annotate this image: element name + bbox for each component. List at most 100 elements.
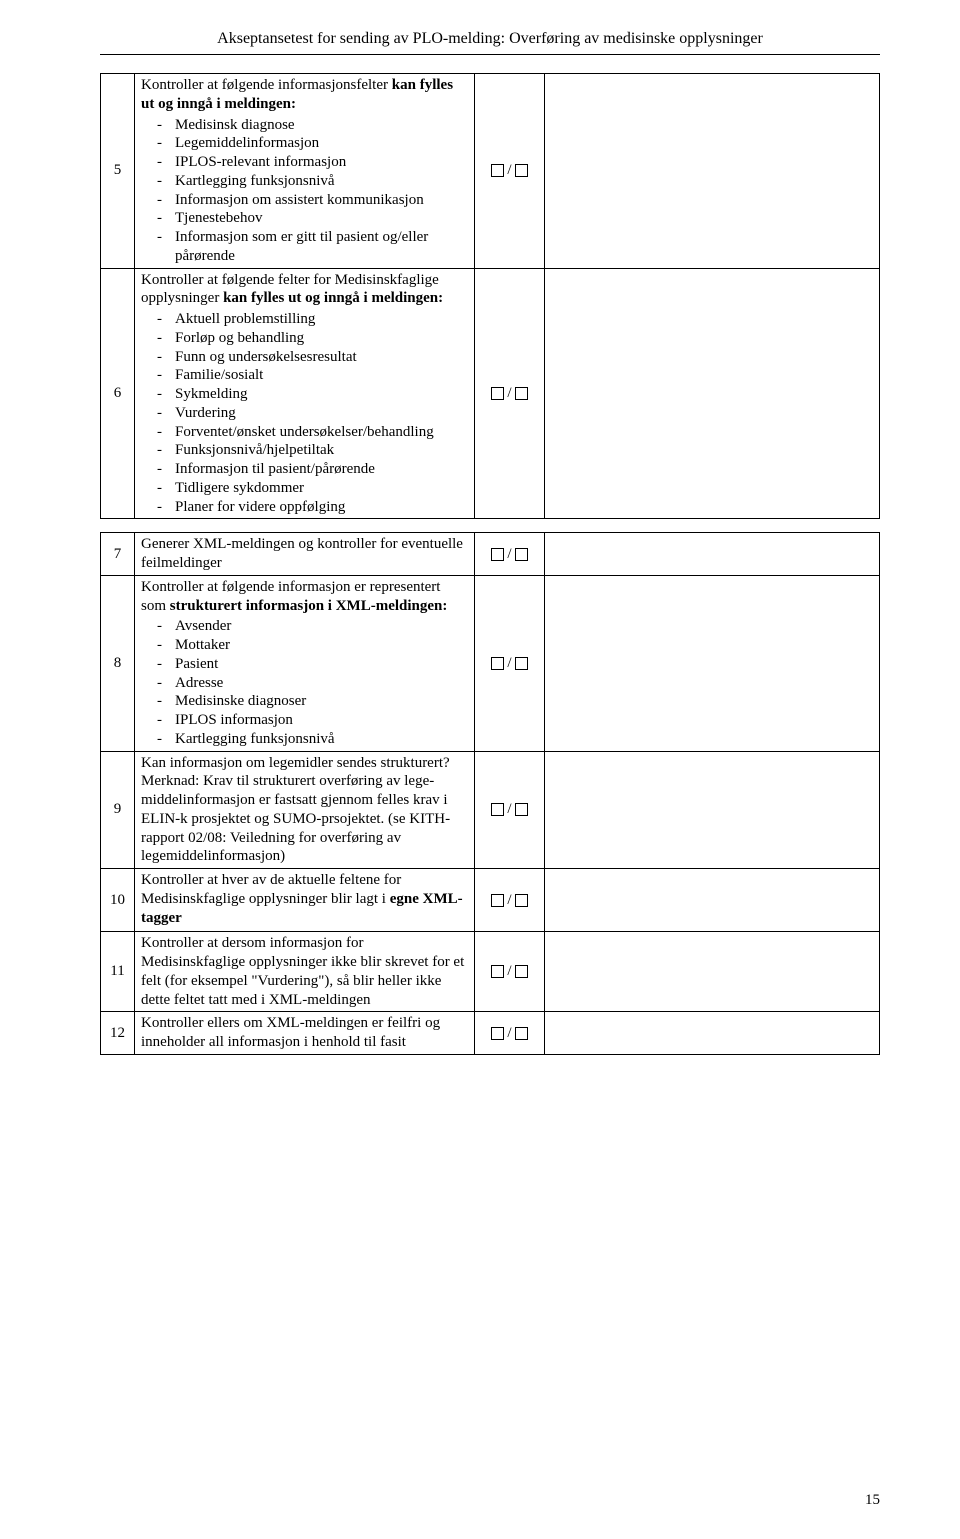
table-row: 11Kontroller at dersom informasjon for M… bbox=[101, 932, 880, 1012]
notes-cell bbox=[545, 932, 880, 1012]
table-row: 5 Kontroller at følgende informasjonsfelt… bbox=[101, 74, 880, 269]
list-item: Informasjon om assistert kommunikasjon bbox=[141, 191, 468, 210]
description-cell: Kontroller at hver av de aktuelle felten… bbox=[135, 869, 475, 932]
list-item: Medisinske diagnoser bbox=[141, 692, 468, 711]
list-item: Tidligere sykdommer bbox=[141, 479, 468, 498]
description-text: Kontroller at dersom informasjon for Med… bbox=[141, 934, 468, 1009]
list-item: Informasjon som er gitt til pasient og/e… bbox=[141, 228, 468, 266]
checkbox-yes[interactable] bbox=[491, 803, 504, 816]
description-cell: Kontroller at følgende felter for Medisi… bbox=[135, 268, 475, 519]
list-item: Adresse bbox=[141, 674, 468, 693]
table-row: 9 Kan informasjon om legemidler sendes st… bbox=[101, 751, 880, 869]
checkbox-no[interactable] bbox=[515, 164, 528, 177]
checkbox-no[interactable] bbox=[515, 1027, 528, 1040]
description-text: Merknad: Krav til strukturert overføring… bbox=[141, 772, 468, 866]
check-cell: / bbox=[475, 1012, 545, 1055]
list-item: Avsender bbox=[141, 617, 468, 636]
checkbox-yes[interactable] bbox=[491, 1027, 504, 1040]
table-row: 8Kontroller at følgende informasjon er r… bbox=[101, 575, 880, 751]
slash: / bbox=[507, 801, 511, 818]
page-header-title: Akseptansetest for sending av PLO-meldin… bbox=[100, 30, 880, 48]
notes-cell bbox=[545, 751, 880, 869]
checkbox-no[interactable] bbox=[515, 894, 528, 907]
notes-cell bbox=[545, 533, 880, 576]
check-cell: / bbox=[475, 533, 545, 576]
checkbox-no[interactable] bbox=[515, 965, 528, 978]
list-item: Funksjonsnivå/hjelpetiltak bbox=[141, 441, 468, 460]
spacer-row bbox=[101, 519, 880, 533]
row-number: 10 bbox=[101, 869, 135, 932]
intro-text: Kontroller at hver av de aktuelle felten… bbox=[141, 872, 401, 907]
row-number: 7 bbox=[101, 533, 135, 576]
item-list: Aktuell problemstillingForløp og behandl… bbox=[141, 310, 468, 516]
row-number: 12 bbox=[101, 1012, 135, 1055]
list-item: Aktuell problemstilling bbox=[141, 310, 468, 329]
checkbox-yes[interactable] bbox=[491, 387, 504, 400]
table-row: 10Kontroller at hver av de aktuelle felt… bbox=[101, 869, 880, 932]
list-item: Kartlegging funksjonsnivå bbox=[141, 172, 468, 191]
list-item: IPLOS informasjon bbox=[141, 711, 468, 730]
list-item: Funn og undersøkelsesresultat bbox=[141, 348, 468, 367]
row-number: 8 bbox=[101, 575, 135, 751]
list-item: Sykmelding bbox=[141, 385, 468, 404]
checkbox-yes[interactable] bbox=[491, 657, 504, 670]
slash: / bbox=[507, 546, 511, 563]
list-item: Legemiddelinformasjon bbox=[141, 134, 468, 153]
list-item: Vurdering bbox=[141, 404, 468, 423]
check-cell: / bbox=[475, 74, 545, 269]
slash: / bbox=[507, 162, 511, 179]
checkbox-no[interactable] bbox=[515, 548, 528, 561]
description-cell: Kontroller ellers om XML-meldingen er fe… bbox=[135, 1012, 475, 1055]
description-text: Kontroller ellers om XML-meldingen er fe… bbox=[141, 1014, 468, 1052]
list-item: Informasjon til pasient/pårørende bbox=[141, 460, 468, 479]
description-intro: Kontroller at følgende informasjonsfelte… bbox=[141, 76, 468, 114]
list-item: Kartlegging funksjonsnivå bbox=[141, 730, 468, 749]
notes-cell bbox=[545, 869, 880, 932]
checkbox-yes[interactable] bbox=[491, 965, 504, 978]
slash: / bbox=[507, 963, 511, 980]
intro-bold-text: kan fylles ut og inngå i meldingen: bbox=[223, 290, 443, 306]
check-cell: / bbox=[475, 932, 545, 1012]
item-list: Medisinsk diagnoseLegemiddelinformasjon I… bbox=[141, 116, 468, 266]
slash: / bbox=[507, 655, 511, 672]
description-intro: Kontroller at følgende informasjon er re… bbox=[141, 578, 468, 616]
notes-cell bbox=[545, 575, 880, 751]
check-cell: / bbox=[475, 751, 545, 869]
page: Akseptansetest for sending av PLO-meldin… bbox=[0, 0, 960, 1539]
description-cell: Kontroller at dersom informasjon for Med… bbox=[135, 932, 475, 1012]
notes-cell bbox=[545, 1012, 880, 1055]
table-row: 12Kontroller ellers om XML-meldingen er … bbox=[101, 1012, 880, 1055]
description-cell: Kontroller at følgende informasjonsfelte… bbox=[135, 74, 475, 269]
page-number: 15 bbox=[865, 1492, 880, 1509]
description-intro: Kontroller at følgende felter for Medisi… bbox=[141, 271, 468, 309]
list-item: Mottaker bbox=[141, 636, 468, 655]
checkbox-yes[interactable] bbox=[491, 894, 504, 907]
intro-bold-text: strukturert informasjon i XML-meldingen: bbox=[170, 598, 448, 614]
description-cell: Kontroller at følgende informasjon er re… bbox=[135, 575, 475, 751]
slash: / bbox=[507, 385, 511, 402]
checklist-table: 5 Kontroller at følgende informasjonsfelt… bbox=[100, 73, 880, 1055]
checkbox-no[interactable] bbox=[515, 387, 528, 400]
table-row: 7Generer XML-meldingen og kontroller for… bbox=[101, 533, 880, 576]
checkbox-yes[interactable] bbox=[491, 548, 504, 561]
notes-cell bbox=[545, 268, 880, 519]
list-item: Planer for videre oppfølging bbox=[141, 498, 468, 517]
list-item: Tjenestebehov bbox=[141, 209, 468, 228]
list-item: Familie/sosialt bbox=[141, 366, 468, 385]
checkbox-yes[interactable] bbox=[491, 164, 504, 177]
intro-text: Kontroller at følgende informasjonsfelte… bbox=[141, 77, 392, 93]
row-number: 5 bbox=[101, 74, 135, 269]
description-text: Kan informasjon om legemidler sendes str… bbox=[141, 754, 468, 773]
check-cell: / bbox=[475, 869, 545, 932]
checkbox-no[interactable] bbox=[515, 657, 528, 670]
list-item: Medisinsk diagnose bbox=[141, 116, 468, 135]
row-number: 11 bbox=[101, 932, 135, 1012]
description-cell: Kan informasjon om legemidler sendes str… bbox=[135, 751, 475, 869]
list-item: Pasient bbox=[141, 655, 468, 674]
row-number: 9 bbox=[101, 751, 135, 869]
table-row: 6Kontroller at følgende felter for Medis… bbox=[101, 268, 880, 519]
row-number: 6 bbox=[101, 268, 135, 519]
notes-cell bbox=[545, 74, 880, 269]
description-cell: Generer XML-meldingen og kontroller for … bbox=[135, 533, 475, 576]
checkbox-no[interactable] bbox=[515, 803, 528, 816]
